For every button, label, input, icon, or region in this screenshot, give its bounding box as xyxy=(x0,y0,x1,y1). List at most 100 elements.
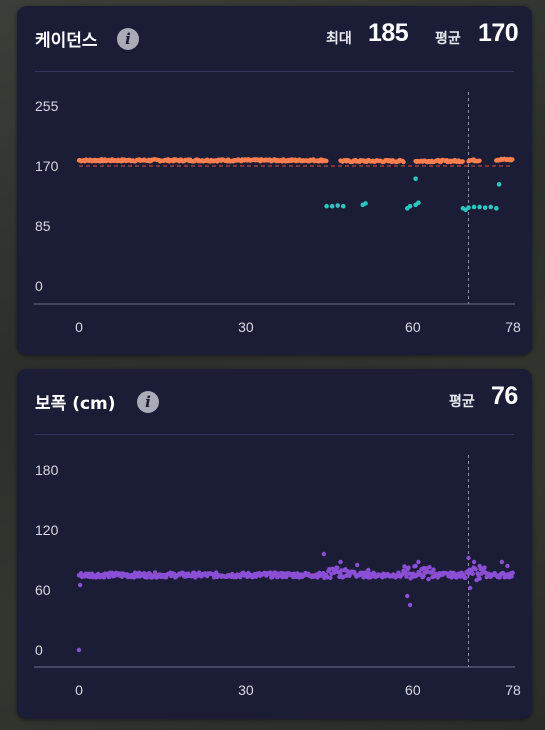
cadence-avg-label: 평균 xyxy=(435,31,461,47)
x-tick-label: 78 xyxy=(505,682,521,698)
y-tick-label: 120 xyxy=(35,522,59,538)
data-point xyxy=(505,563,510,569)
data-point xyxy=(77,582,83,588)
data-point xyxy=(413,176,418,182)
data-point xyxy=(426,576,431,582)
cadence-chart: 0 85 170 255 0 30 60 78 xyxy=(34,92,521,335)
data-point xyxy=(482,205,488,210)
series-points xyxy=(324,176,502,213)
data-point xyxy=(335,203,341,208)
data-point xyxy=(366,567,371,573)
x-tick-label: 0 xyxy=(75,319,83,335)
stride-header: 보폭 (cm) i 평균 76 xyxy=(17,369,532,435)
data-point xyxy=(363,570,368,575)
data-point xyxy=(421,565,427,571)
data-point xyxy=(324,203,329,209)
stride-avg-value: 76 xyxy=(491,382,518,410)
data-point xyxy=(416,559,421,565)
data-point xyxy=(510,570,515,575)
data-point xyxy=(335,565,340,571)
stride-chart: 0 60 120 180 0 30 60 78 xyxy=(34,455,521,698)
cadence-title: 케이던스 xyxy=(35,31,98,51)
data-point xyxy=(470,571,475,576)
x-tick-label: 0 xyxy=(75,682,83,698)
cadence-max-label: 최대 xyxy=(326,31,352,47)
y-tick-label: 0 xyxy=(35,278,43,294)
data-point xyxy=(488,204,494,210)
data-point xyxy=(499,559,505,565)
data-point xyxy=(477,563,482,569)
cadence-card: 케이던스 i 최대 185 평균 170 0 85 170 255 0 30 60 78 xyxy=(17,6,532,355)
data-point xyxy=(328,575,333,580)
series-points xyxy=(76,156,515,165)
data-point xyxy=(191,570,197,575)
data-point xyxy=(510,157,515,162)
data-point xyxy=(460,159,465,164)
x-tick-label: 60 xyxy=(405,682,421,698)
data-point xyxy=(363,201,368,206)
data-point xyxy=(355,562,360,568)
data-point xyxy=(466,205,471,210)
data-point xyxy=(321,551,327,557)
cadence-divider xyxy=(35,71,514,72)
stride-divider xyxy=(35,434,514,435)
data-point xyxy=(477,158,482,163)
data-point xyxy=(403,570,408,576)
stride-card: 보폭 (cm) i 평균 76 0 60 120 180 0 30 60 78 xyxy=(17,369,532,719)
stride-avg-label: 평균 xyxy=(449,394,475,410)
data-point xyxy=(407,602,413,608)
data-point xyxy=(76,647,82,653)
y-tick-label: 60 xyxy=(35,582,51,598)
data-point xyxy=(477,576,482,581)
data-point xyxy=(467,585,473,591)
y-tick-label: 85 xyxy=(35,218,51,234)
data-point xyxy=(496,182,502,187)
series-points xyxy=(76,551,515,653)
data-point xyxy=(109,570,115,576)
data-point xyxy=(324,158,329,164)
y-tick-label: 255 xyxy=(35,98,59,114)
data-point xyxy=(141,571,147,576)
x-tick-label: 30 xyxy=(238,319,254,335)
info-icon[interactable]: i xyxy=(117,28,139,50)
data-point xyxy=(413,563,418,569)
data-point xyxy=(340,203,346,209)
data-point xyxy=(473,566,478,572)
data-point xyxy=(152,570,158,575)
data-point xyxy=(144,575,150,580)
data-point xyxy=(404,574,409,579)
cadence-header: 케이던스 i 최대 185 평균 170 xyxy=(17,6,532,72)
data-point xyxy=(494,206,499,211)
data-point xyxy=(509,574,514,579)
x-tick-label: 78 xyxy=(505,319,521,335)
data-point xyxy=(471,559,477,565)
data-point xyxy=(402,564,407,569)
data-point xyxy=(421,573,426,579)
stride-title: 보폭 (cm) xyxy=(35,394,116,414)
data-point xyxy=(466,555,471,561)
cadence-avg-value: 170 xyxy=(478,19,519,47)
y-tick-label: 0 xyxy=(35,642,43,658)
data-point xyxy=(431,567,436,572)
data-point xyxy=(401,159,406,165)
data-point xyxy=(407,203,413,209)
data-point xyxy=(482,565,487,570)
data-point xyxy=(416,200,421,206)
data-point xyxy=(338,559,343,565)
data-point xyxy=(463,575,468,581)
data-point xyxy=(427,564,432,570)
cadence-max-value: 185 xyxy=(368,19,409,47)
data-point xyxy=(471,204,477,210)
data-point xyxy=(329,203,335,209)
x-tick-label: 30 xyxy=(238,682,254,698)
data-point xyxy=(338,572,343,577)
info-icon[interactable]: i xyxy=(137,391,159,413)
data-point xyxy=(106,574,112,580)
data-point xyxy=(406,565,411,570)
data-point xyxy=(284,574,289,580)
y-tick-label: 180 xyxy=(35,462,59,478)
y-tick-label: 170 xyxy=(35,158,59,174)
x-tick-label: 60 xyxy=(405,319,421,335)
data-point xyxy=(477,204,482,210)
data-point xyxy=(405,593,410,599)
